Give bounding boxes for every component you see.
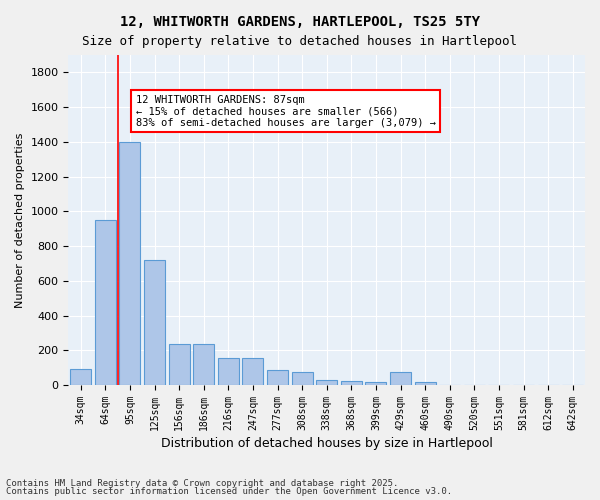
Bar [193,344,214,385]
Bar [267,370,288,385]
Bar [292,372,313,385]
Bar [390,372,411,385]
Y-axis label: Number of detached properties: Number of detached properties [15,132,25,308]
Bar [144,260,165,385]
Text: Contains public sector information licensed under the Open Government Licence v3: Contains public sector information licen… [6,487,452,496]
Bar [341,380,362,385]
Bar [218,358,239,385]
Text: Contains HM Land Registry data © Crown copyright and database right 2025.: Contains HM Land Registry data © Crown c… [6,478,398,488]
Bar [316,380,337,385]
Bar [119,142,140,385]
Text: Size of property relative to detached houses in Hartlepool: Size of property relative to detached ho… [83,35,517,48]
Bar [169,344,190,385]
Bar [95,220,116,385]
Bar [70,370,91,385]
Bar [242,358,263,385]
Bar [415,382,436,385]
Text: 12 WHITWORTH GARDENS: 87sqm
← 15% of detached houses are smaller (566)
83% of se: 12 WHITWORTH GARDENS: 87sqm ← 15% of det… [136,94,436,128]
Bar [365,382,386,385]
Text: 12, WHITWORTH GARDENS, HARTLEPOOL, TS25 5TY: 12, WHITWORTH GARDENS, HARTLEPOOL, TS25 … [120,15,480,29]
X-axis label: Distribution of detached houses by size in Hartlepool: Distribution of detached houses by size … [161,437,493,450]
